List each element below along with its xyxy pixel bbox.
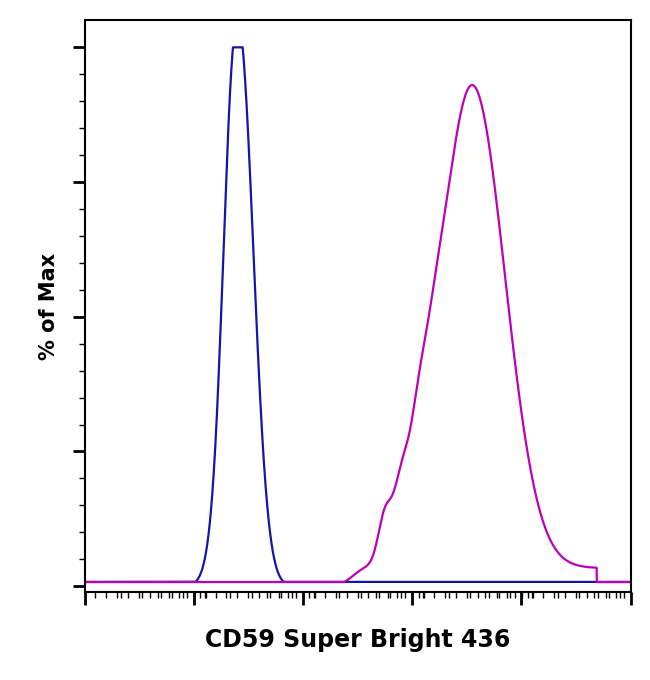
Y-axis label: % of Max: % of Max [39, 252, 58, 360]
X-axis label: CD59 Super Bright 436: CD59 Super Bright 436 [205, 628, 510, 652]
